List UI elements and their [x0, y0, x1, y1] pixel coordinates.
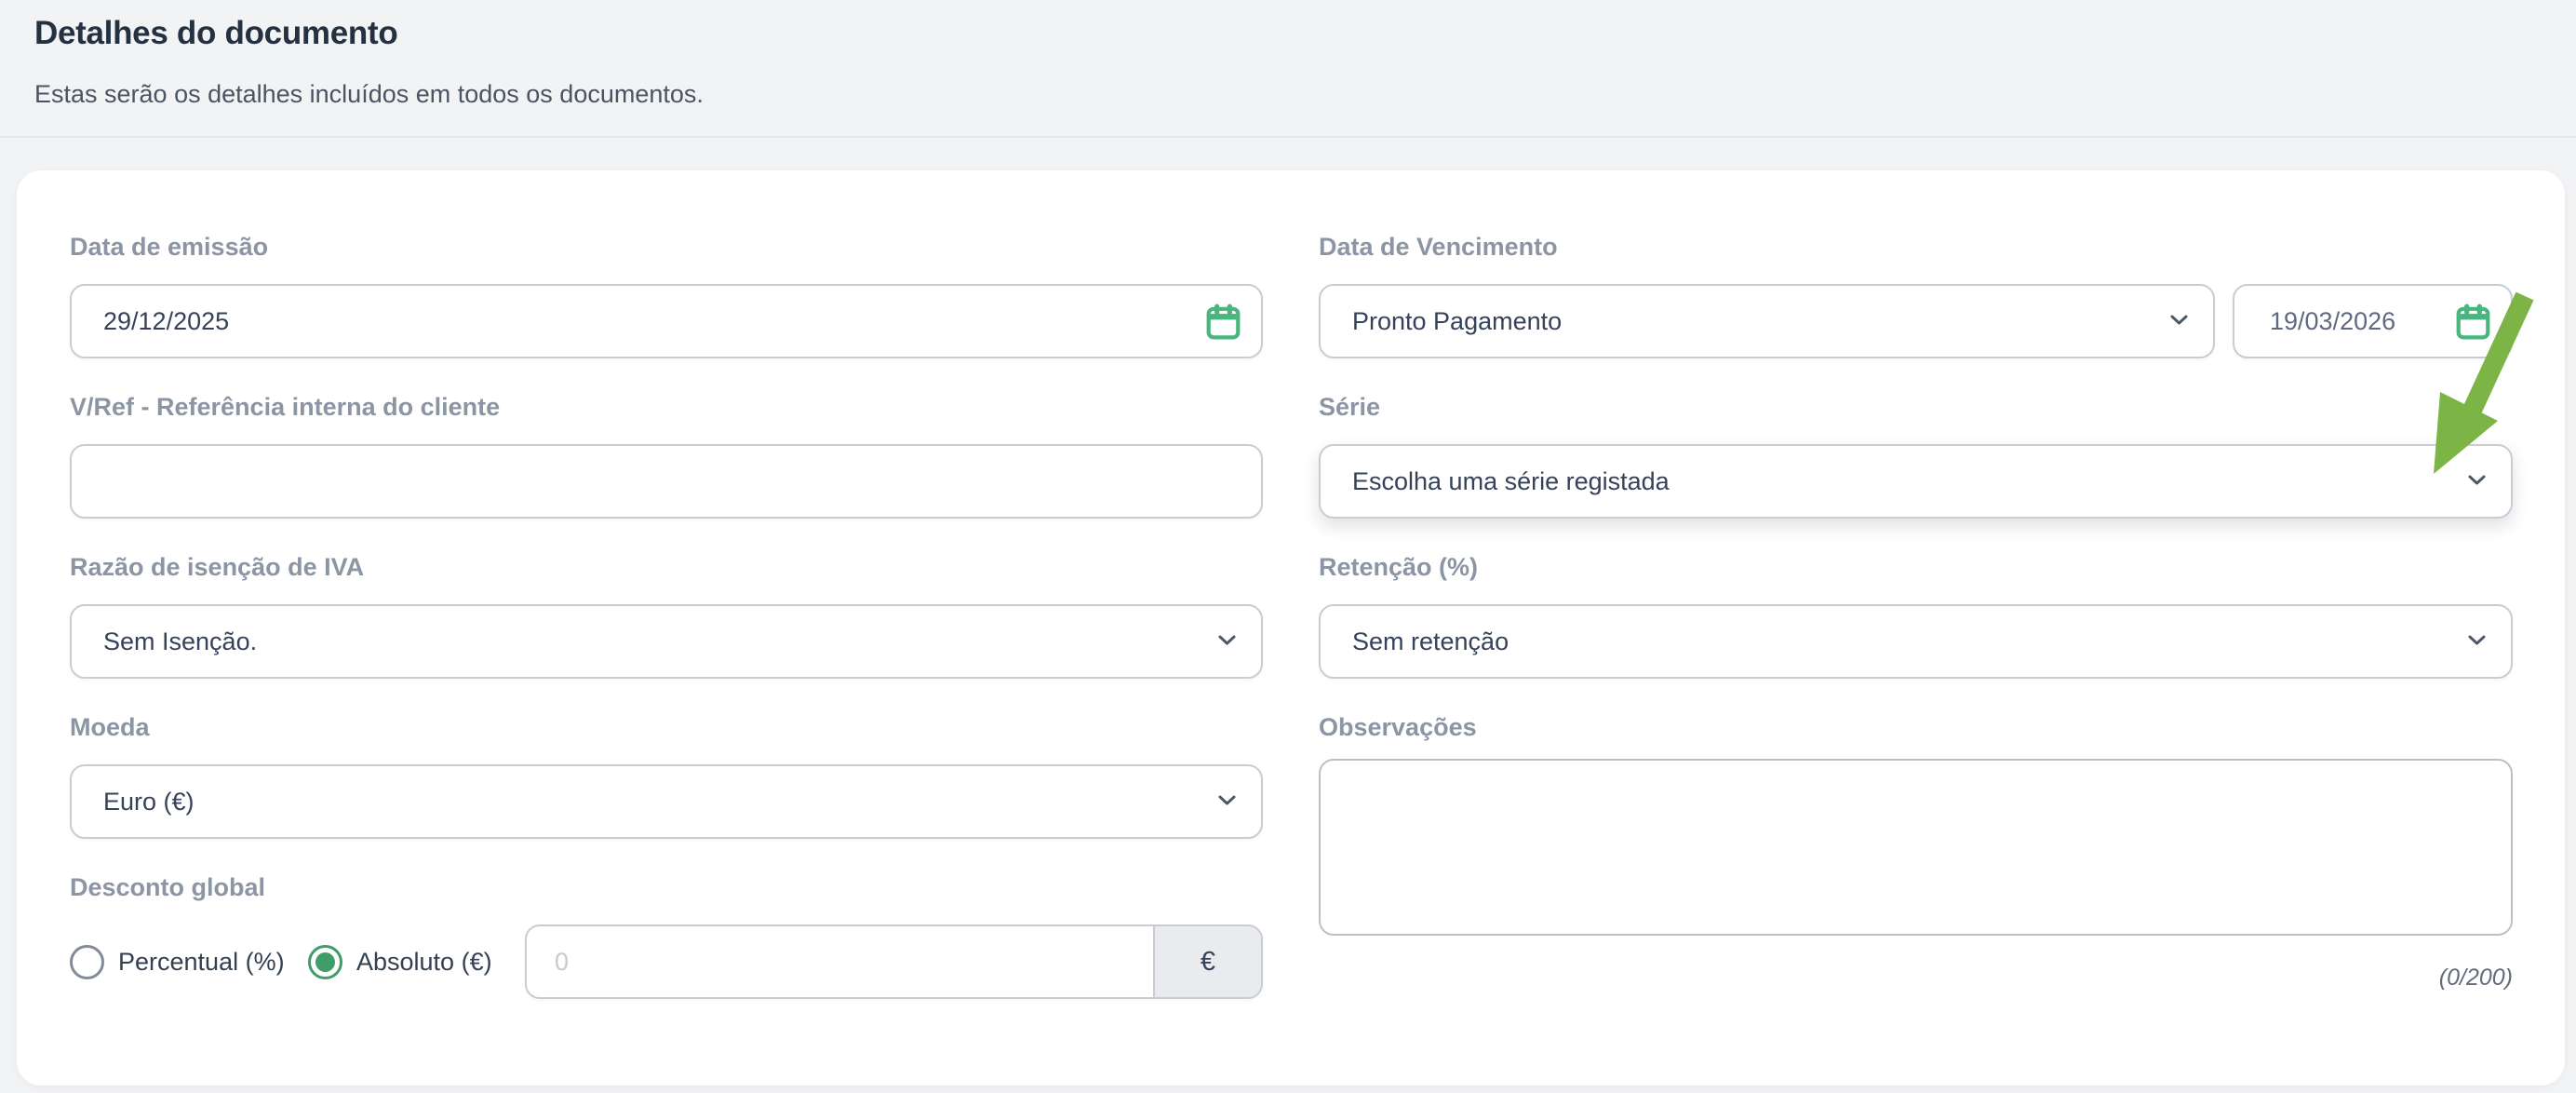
vat-exemption-selected-value: Sem Isenção.	[103, 627, 258, 655]
radio-unchecked-icon	[70, 944, 104, 979]
withholding-select[interactable]: Sem retenção	[1319, 604, 2513, 679]
currency-label: Moeda	[70, 713, 150, 741]
client-reference-field[interactable]	[70, 444, 1263, 519]
discount-percent-radio[interactable]: Percentual (%)	[70, 924, 285, 999]
global-discount-label: Desconto global	[70, 873, 266, 901]
series-select[interactable]: Escolha uma série registada	[1319, 444, 2513, 519]
notes-label: Observações	[1319, 713, 1477, 741]
notes-char-counter: (0/200)	[2438, 965, 2513, 991]
radio-checked-icon	[308, 944, 342, 979]
vat-exemption-select[interactable]: Sem Isenção.	[70, 604, 1263, 679]
chevron-down-icon	[2169, 314, 2189, 331]
chevron-down-icon	[2467, 634, 2487, 651]
calendar-icon[interactable]	[1205, 303, 1241, 341]
due-date-row: Pronto Pagamento	[1319, 284, 2513, 358]
client-reference-input[interactable]	[72, 466, 1261, 496]
calendar-icon[interactable]	[2455, 303, 2490, 341]
series-selected-value: Escolha uma série registada	[1352, 466, 1670, 495]
currency-selected-value: Euro (€)	[103, 787, 195, 816]
emission-date-input[interactable]	[72, 306, 1261, 336]
chevron-down-icon	[2467, 474, 2487, 491]
currency-select[interactable]: Euro (€)	[70, 764, 1263, 839]
chevron-down-icon	[1217, 794, 1237, 811]
currency-suffix: €	[1153, 926, 1261, 997]
withholding-selected-value: Sem retenção	[1352, 627, 1509, 655]
client-reference-label: V/Ref - Referência interna do cliente	[70, 393, 501, 421]
vat-exemption-label: Razão de isenção de IVA	[70, 553, 365, 581]
due-date-select[interactable]: Pronto Pagamento	[1319, 284, 2215, 358]
form-column-right: Data de Vencimento Pronto Pagamento	[1319, 232, 2513, 992]
withholding-label: Retenção (%)	[1319, 553, 1479, 581]
discount-absolute-radio-label: Absoluto (€)	[356, 947, 492, 976]
discount-amount-input[interactable]	[527, 926, 1153, 997]
due-date-field[interactable]	[2233, 284, 2513, 358]
due-date-label: Data de Vencimento	[1319, 233, 1558, 261]
emission-date-label: Data de emissão	[70, 233, 269, 261]
document-details-card: Data de emissão V/Ref - Referência inter…	[17, 170, 2565, 1086]
discount-absolute-radio[interactable]: Absoluto (€)	[308, 924, 492, 999]
page-subtitle: Estas serão os detalhes incluídos em tod…	[34, 80, 704, 108]
discount-percent-radio-label: Percentual (%)	[118, 947, 285, 976]
discount-amount-field[interactable]: €	[525, 924, 1263, 999]
form-column-left: Data de emissão V/Ref - Referência inter…	[70, 232, 1263, 999]
header-divider	[0, 136, 2576, 138]
emission-date-field[interactable]	[70, 284, 1263, 358]
global-discount-row: Percentual (%) Absoluto (€) €	[70, 924, 1263, 999]
chevron-down-icon	[1217, 634, 1237, 651]
notes-textarea[interactable]	[1319, 759, 2513, 936]
page-title: Detalhes do documento	[34, 15, 398, 51]
due-date-selected-value: Pronto Pagamento	[1352, 306, 1563, 335]
series-label: Série	[1319, 393, 1381, 421]
